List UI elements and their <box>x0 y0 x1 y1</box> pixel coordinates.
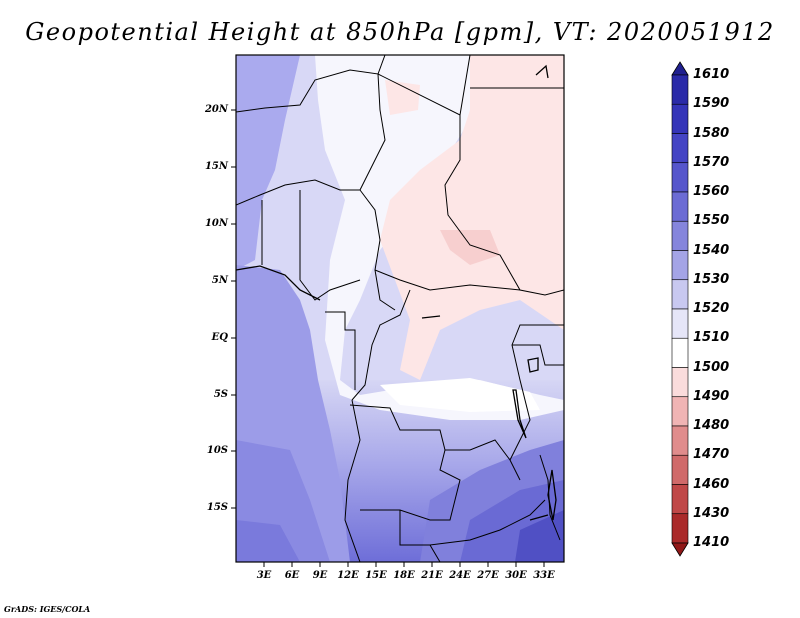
lon-label: 24E <box>449 570 471 581</box>
axis-ticks <box>231 109 545 567</box>
colorbar-label: 1490 <box>693 388 730 404</box>
colorbar-segment <box>671 396 689 427</box>
colorbar-segment <box>671 133 689 164</box>
colorbar-segment <box>671 250 689 281</box>
colorbar-segment <box>671 103 689 134</box>
colorbar-label: 1480 <box>693 418 730 433</box>
lat-label: 5N <box>211 275 228 286</box>
colorbar-segment <box>671 425 689 456</box>
lon-label: 6E <box>284 570 300 581</box>
lon-label: 15E <box>365 570 387 581</box>
colorbar-label: 1510 <box>693 330 730 346</box>
colorbar-label: 1540 <box>693 242 730 258</box>
colorbar-bottom-arrow <box>671 542 689 557</box>
lon-label: 30E <box>505 570 527 581</box>
colorbar-label: 1580 <box>693 125 730 141</box>
colorbar-label: 1470 <box>693 447 730 463</box>
lat-label: EQ <box>211 332 228 343</box>
colorbar-segment <box>671 308 689 339</box>
colorbar-segment <box>671 454 689 485</box>
colorbar-segment <box>671 74 689 105</box>
lat-label: 10N <box>204 218 228 229</box>
colorbar-label: 1610 <box>693 67 730 82</box>
colorbar-label: 1430 <box>693 505 730 521</box>
lon-label: 3E <box>256 570 272 581</box>
lakes-coastline <box>236 64 557 521</box>
colorbar-segment <box>671 513 689 544</box>
chart-title: Geopotential Height at 850hPa [gpm], VT:… <box>25 18 775 46</box>
colorbar-label: 1570 <box>693 154 730 170</box>
colorbar-segment <box>671 279 689 310</box>
lon-label: 18E <box>393 570 415 581</box>
colorbar-label: 1500 <box>693 359 730 375</box>
colorbar-label: 1460 <box>693 476 730 492</box>
lon-label: 9E <box>312 570 328 581</box>
colorbar-label: 1410 <box>693 535 730 550</box>
colorbar-segment <box>671 191 689 222</box>
map-frame <box>235 54 565 563</box>
lon-label: 27E <box>477 570 499 581</box>
colorbar-top-arrow <box>671 61 689 76</box>
colorbar-segment <box>671 337 689 368</box>
colorbar <box>671 61 689 557</box>
lat-label: 5S <box>213 389 228 400</box>
lat-label: 15S <box>206 502 228 513</box>
grads-credit: GrADS: IGES/COLA <box>4 604 91 614</box>
lon-label: 12E <box>337 570 359 581</box>
colorbar-segment <box>671 220 689 251</box>
colorbar-label: 1520 <box>693 301 730 316</box>
height-field <box>236 55 564 562</box>
colorbar-label: 1550 <box>693 213 730 229</box>
lon-label: 33E <box>533 570 555 581</box>
colorbar-label: 1560 <box>693 184 730 199</box>
colorbar-label: 1530 <box>693 271 730 287</box>
lat-label: 15N <box>204 161 228 172</box>
colorbar-segment <box>671 367 689 398</box>
colorbar-label: 1590 <box>693 96 730 112</box>
country-borders <box>236 55 564 562</box>
lat-label: 10S <box>206 445 228 456</box>
colorbar-segment <box>671 162 689 193</box>
colorbar-segment <box>671 484 689 515</box>
lon-label: 21E <box>421 570 443 581</box>
lat-label: 20N <box>204 104 228 115</box>
